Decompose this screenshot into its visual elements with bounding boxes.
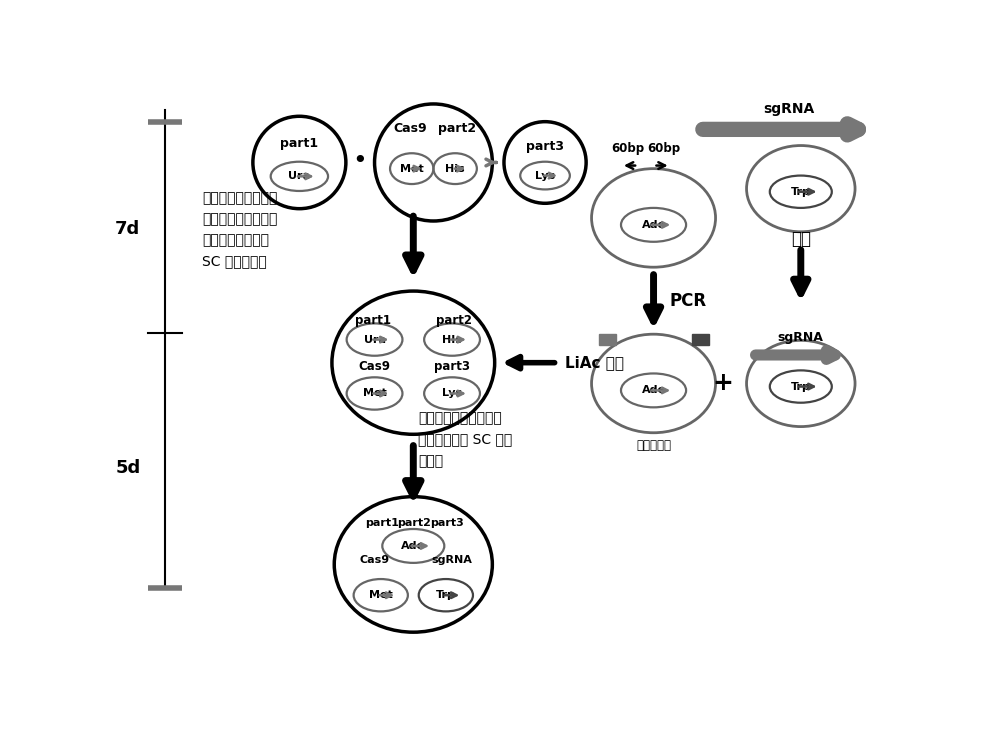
Text: Cas9: Cas9 [359,360,391,373]
Text: 连接: 连接 [791,230,811,249]
Text: sgRNA: sgRNA [764,102,815,116]
Text: 线性化载体: 线性化载体 [636,439,671,452]
Text: Ade: Ade [642,385,666,396]
Text: part2: part2 [438,122,476,135]
Text: Cas9: Cas9 [359,555,390,565]
Text: part1: part1 [355,314,391,327]
Text: Ura: Ura [364,334,386,345]
Text: LiAc 转化: LiAc 转化 [565,355,624,370]
Text: part3: part3 [526,139,564,153]
Bar [692,334,709,345]
Text: part2: part2 [397,518,431,528]
Text: 7d: 7d [115,221,140,238]
Text: Met: Met [400,164,424,173]
Text: part3: part3 [430,518,464,528]
Text: 60bp: 60bp [647,142,680,155]
Text: part1: part1 [365,518,399,528]
Text: Ura: Ura [288,171,310,182]
Text: Trp: Trp [791,382,811,392]
Text: part2: part2 [436,314,472,327]
Text: Met: Met [363,388,386,399]
Text: Ade: Ade [401,541,425,551]
Bar [599,334,616,345]
Text: +: + [713,371,734,396]
Text: part1: part1 [280,137,318,151]
Text: Lys: Lys [535,170,555,181]
Text: 用不含甲硫氨酸、色氨
酸和腺嘌呤的 SC 培养
基选择: 用不含甲硫氨酸、色氨 酸和腺嘌呤的 SC 培养 基选择 [418,412,512,468]
Text: sgRNA: sgRNA [432,555,472,565]
Text: 脂质体融合，用不含
甲硫氨酸、尿嘧啶、
组氨酸和赖氨酸的
SC 培养基选择: 脂质体融合，用不含 甲硫氨酸、尿嘧啶、 组氨酸和赖氨酸的 SC 培养基选择 [202,190,278,268]
Text: His: His [445,164,465,173]
Text: HIs: HIs [442,334,462,345]
Text: Ade: Ade [642,220,666,230]
Text: 5d: 5d [115,459,140,477]
Text: PCR: PCR [669,292,706,310]
Text: 60bp: 60bp [611,142,645,155]
Text: Cas9: Cas9 [393,122,427,135]
Text: sgRNA: sgRNA [778,331,824,344]
Text: Trp: Trp [436,590,456,600]
Text: Met: Met [369,590,393,600]
Text: part3: part3 [434,360,470,373]
Text: Trp: Trp [791,187,811,197]
Text: •: • [352,149,367,173]
Text: Lys: Lys [442,388,462,399]
